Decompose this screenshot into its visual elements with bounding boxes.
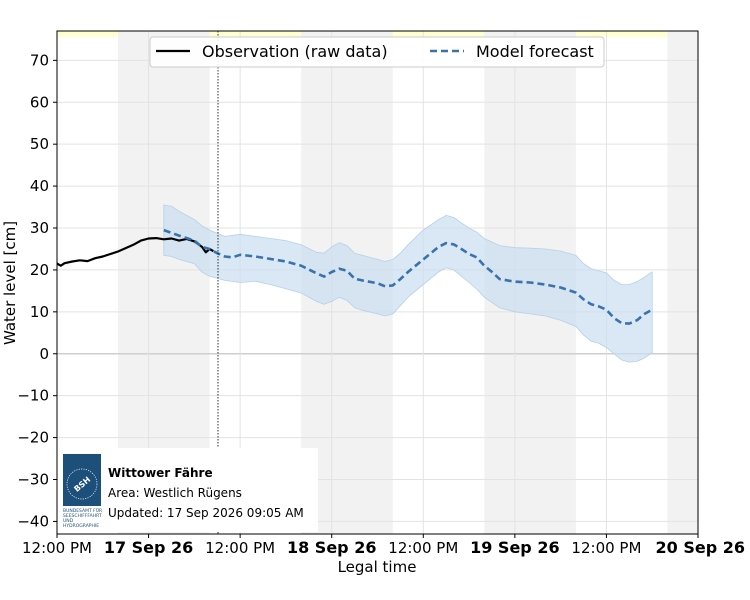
plot-border <box>56 30 699 535</box>
station-info-box <box>58 448 318 532</box>
logo-ring-icon <box>66 468 98 500</box>
plot-frame <box>56 30 699 535</box>
y-tick-label-11: −40 <box>17 512 49 530</box>
x-axis-title: Legal time <box>338 558 417 576</box>
y-tick-label-3: 40 <box>30 177 49 195</box>
station-updated: Updated: 17 Sep 2026 09:05 AM <box>108 506 304 520</box>
y-tick-label-0: 70 <box>30 51 49 69</box>
y-tick-label-5: 20 <box>30 261 49 279</box>
bsh-logo: BSH BUNDESAMT FÜR SEESCHIFFFAHRT UND HYD… <box>63 454 102 529</box>
x-tick-label-7: 20 Sep 26 <box>656 538 746 557</box>
y-axis-ticks: 70 60 50 40 30 20 10 0 −10 −20 −30 −40 <box>17 51 57 530</box>
y-axis-title: Water level [cm] <box>1 221 19 345</box>
forecast-uncertainty-band <box>163 204 653 363</box>
forecast-line <box>163 228 653 325</box>
y-tick-label-4: 30 <box>30 219 49 237</box>
x-axis-ticks: 12:00 PM 17 Sep 26 12:00 PM 18 Sep 26 12:00 … <box>22 534 745 557</box>
series-lines <box>57 31 653 534</box>
y-tick-label-6: 10 <box>30 303 49 321</box>
y-tick-label-10: −30 <box>17 471 49 489</box>
station-info: BSH BUNDESAMT FÜR SEESCHIFFFAHRT UND HYD… <box>58 448 318 532</box>
station-name: Wittower Fähre <box>108 466 213 480</box>
y-tick-label-9: −20 <box>17 429 49 447</box>
night-band-3 <box>667 31 698 534</box>
logo-caption-2: SEESCHIFFFAHRT <box>63 513 102 519</box>
logo-caption-4: HYDROGRAPHIE <box>63 523 99 529</box>
x-tick-label-0: 12:00 PM <box>22 539 92 557</box>
uncertainty-band-area <box>163 204 653 363</box>
x-tick-label-1: 17 Sep 26 <box>104 538 194 557</box>
x-tick-label-2: 12:00 PM <box>205 539 275 557</box>
y-tick-label-8: −10 <box>17 387 49 405</box>
x-tick-label-3: 18 Sep 26 <box>287 538 377 557</box>
y-tick-label-7: 0 <box>39 345 49 363</box>
station-area: Area: Westlich Rügens <box>108 486 242 500</box>
y-tick-label-1: 60 <box>30 93 49 111</box>
logo-caption-3: UND <box>63 518 74 524</box>
logo-caption-1: BUNDESAMT FÜR <box>63 507 102 514</box>
x-tick-label-4: 12:00 PM <box>388 539 458 557</box>
legend-forecast-label: Model forecast <box>476 42 594 61</box>
legend: Observation (raw data) Model forecast <box>149 36 605 68</box>
x-tick-label-5: 19 Sep 26 <box>470 538 560 557</box>
legend-observation-label: Observation (raw data) <box>202 42 388 61</box>
y-tick-label-2: 50 <box>30 135 49 153</box>
x-tick-label-6: 12:00 PM <box>571 539 641 557</box>
legend-box <box>149 36 605 68</box>
